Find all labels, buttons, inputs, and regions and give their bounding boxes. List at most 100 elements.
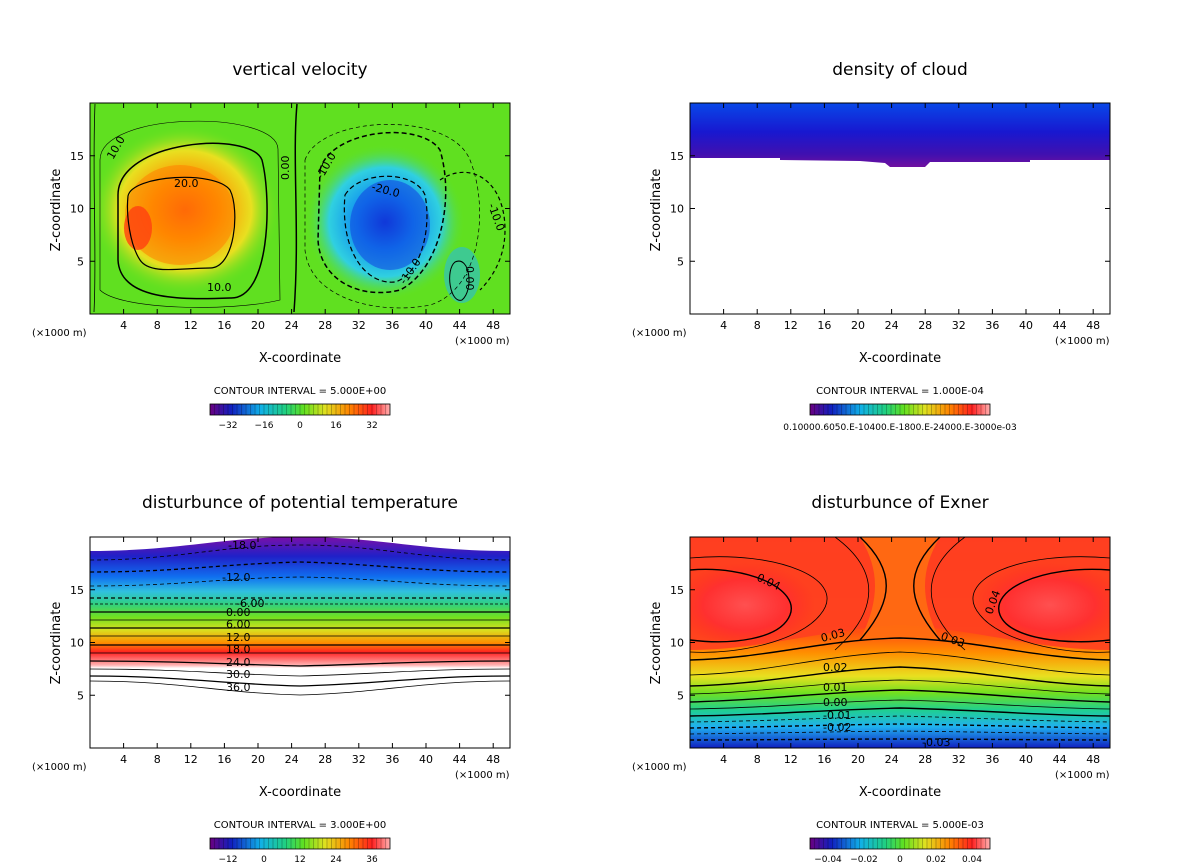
contour-label: -18.0 xyxy=(228,539,256,552)
x-tick-label: 24 xyxy=(285,319,299,332)
x-axis-label: X-coordinate xyxy=(259,351,341,366)
contour-label: 30.0 xyxy=(226,668,251,681)
x-unit-left: (×1000 m) xyxy=(32,762,87,773)
y-axis-label: Z-coordinate xyxy=(649,602,664,685)
field-exner xyxy=(690,537,1110,748)
x-tick-label: 36 xyxy=(385,319,399,332)
colorbar-tick-label: 0 xyxy=(297,421,303,431)
colorbar-tick-label: −12 xyxy=(219,855,238,865)
colorbar: −12 0 12 24 36 xyxy=(209,837,391,865)
colorbar-tick-label: 24 xyxy=(330,855,342,865)
y-ticks: 5 10 15 xyxy=(70,150,510,268)
y-tick-label: 10 xyxy=(70,637,84,650)
x-tick-label: 16 xyxy=(817,753,831,766)
x-unit-left: (×1000 m) xyxy=(32,328,87,339)
y-axis-label: Z-coordinate xyxy=(49,602,64,685)
colorbar-tick-label: 0.04 xyxy=(962,855,982,865)
x-tick-label: 32 xyxy=(352,753,366,766)
x-tick-label: 28 xyxy=(918,753,932,766)
x-unit-left: (×1000 m) xyxy=(632,328,687,339)
x-tick-label: 8 xyxy=(154,319,161,332)
y-tick-label: 10 xyxy=(670,203,684,216)
panel-exner: 0.04 0.04 0.03 0.03 0.02 0.01 0.00 -0.01… xyxy=(632,493,1111,865)
x-tick-label: 36 xyxy=(985,753,999,766)
x-unit-right: (×1000 m) xyxy=(455,770,510,781)
contour-label: 0.00 xyxy=(823,696,848,709)
contour-label: 20.0 xyxy=(174,177,199,190)
x-tick-label: 20 xyxy=(851,319,865,332)
x-tick-label: 48 xyxy=(1086,319,1100,332)
contour-labels: -18.0 -12.0 -6.00 0.00 6.00 12.0 18.0 24… xyxy=(222,539,264,694)
x-tick-label: 16 xyxy=(817,319,831,332)
x-tick-label: 8 xyxy=(754,319,761,332)
x-tick-label: 36 xyxy=(385,753,399,766)
x-tick-label: 4 xyxy=(720,319,727,332)
colorbar-tick-label: 0.02 xyxy=(926,855,946,865)
x-tick-label: 44 xyxy=(453,319,467,332)
x-tick-label: 32 xyxy=(952,319,966,332)
colorbar-tick-label: −32 xyxy=(219,421,238,431)
x-tick-label: 32 xyxy=(352,319,366,332)
y-ticks: 5 10 15 xyxy=(670,584,1110,702)
contour-interval: CONTOUR INTERVAL = 5.000E-03 xyxy=(816,820,984,831)
contour-label: -0.03 xyxy=(922,736,950,749)
field-potential-temperature xyxy=(90,537,510,748)
x-tick-label: 12 xyxy=(784,753,798,766)
panel-potential-temperature: -18.0 -12.0 -6.00 0.00 6.00 12.0 18.0 24… xyxy=(32,493,511,865)
panel-vertical-velocity: 10.0 20.0 10.0 0.00 -10.0 -20.0 -10.0 -1… xyxy=(32,60,511,431)
x-unit-right: (×1000 m) xyxy=(1055,770,1110,781)
x-tick-label: 20 xyxy=(851,753,865,766)
x-tick-label: 44 xyxy=(1053,319,1067,332)
x-tick-label: 48 xyxy=(1086,753,1100,766)
x-tick-label: 12 xyxy=(184,753,198,766)
y-axis-label: Z-coordinate xyxy=(49,169,64,252)
x-axis-label: X-coordinate xyxy=(859,785,941,800)
contour-label: -0.02 xyxy=(823,721,851,734)
x-tick-label: 48 xyxy=(486,753,500,766)
x-ticks: 4 8 12 16 20 24 28 32 36 40 44 48 xyxy=(720,537,1100,766)
contour-label: 0.00 xyxy=(279,156,292,181)
colorbar-tick-label: −0.02 xyxy=(850,855,878,865)
x-tick-label: 16 xyxy=(217,319,231,332)
colorbar-tick-label: 12 xyxy=(294,855,305,865)
colorbar-ticks: −12 0 12 24 36 xyxy=(219,855,378,865)
contour-label: 0.01 xyxy=(823,681,848,694)
x-axis-label: X-coordinate xyxy=(259,785,341,800)
x-tick-label: 40 xyxy=(419,753,433,766)
panel-density-of-cloud: density of cloud X-coordinate Z-coordina… xyxy=(632,60,1111,433)
colorbar-ticks: −32 −16 0 16 32 xyxy=(219,421,378,431)
y-tick-label: 10 xyxy=(70,203,84,216)
panel-title: disturbunce of potential temperature xyxy=(142,493,458,513)
colorbar-tick-label: 0 xyxy=(261,855,267,865)
y-tick-label: 5 xyxy=(77,689,84,702)
x-tick-label: 48 xyxy=(486,319,500,332)
contour-label: -12.0 xyxy=(222,571,250,584)
contour-label: 0.00 xyxy=(463,266,476,291)
x-tick-label: 4 xyxy=(720,753,727,766)
x-tick-label: 12 xyxy=(784,319,798,332)
x-tick-label: 8 xyxy=(154,753,161,766)
contour-label: 10.0 xyxy=(207,281,232,294)
x-tick-label: 36 xyxy=(985,319,999,332)
field-density-of-cloud xyxy=(690,103,1110,314)
y-tick-label: 15 xyxy=(70,150,84,163)
x-ticks: 4 8 12 16 20 24 28 32 36 40 44 48 xyxy=(720,103,1100,332)
colorbar: 0.10000.6050.E-10400.E-1800.E-24000.E-30… xyxy=(783,403,1017,433)
x-tick-label: 24 xyxy=(285,753,299,766)
x-unit-left: (×1000 m) xyxy=(632,762,687,773)
contour-label: 0.03 xyxy=(819,626,846,645)
contour-label: 12.0 xyxy=(226,631,251,644)
contour-label: 36.0 xyxy=(226,681,251,694)
field-vertical-velocity xyxy=(90,103,510,314)
x-tick-label: 20 xyxy=(251,753,265,766)
colorbar: −0.04 −0.02 0 0.02 0.04 xyxy=(809,837,991,865)
x-tick-label: 32 xyxy=(952,753,966,766)
y-axis-label: Z-coordinate xyxy=(649,169,664,252)
colorbar-tick-label: 16 xyxy=(330,421,342,431)
y-tick-label: 15 xyxy=(670,584,684,597)
contour-label: 0.02 xyxy=(823,661,848,674)
x-tick-label: 40 xyxy=(1019,319,1033,332)
y-tick-label: 15 xyxy=(670,150,684,163)
x-tick-label: 20 xyxy=(251,319,265,332)
